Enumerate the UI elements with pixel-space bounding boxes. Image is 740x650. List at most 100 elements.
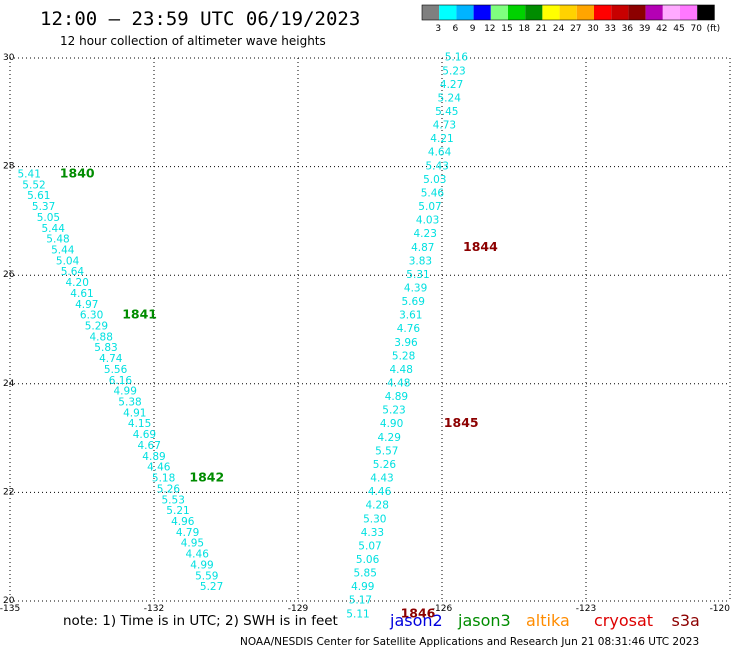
satellite-cryosat: cryosat bbox=[594, 611, 653, 630]
scale-label: 33 bbox=[604, 24, 615, 34]
pass-time-label: 1842 bbox=[189, 470, 224, 485]
scale-label: 36 bbox=[622, 24, 634, 34]
credit-text: NOAA/NESDIS Center for Satellite Applica… bbox=[240, 636, 699, 648]
wave-height-value: 5.26 bbox=[157, 483, 181, 495]
wave-height-value: 5.85 bbox=[354, 568, 377, 580]
wave-height-value: 4.46 bbox=[186, 549, 210, 561]
wave-height-value: 4.90 bbox=[380, 418, 403, 430]
pass-time-label: 1846 bbox=[401, 605, 436, 620]
grid-lines bbox=[9, 57, 731, 602]
wave-height-value: 5.45 bbox=[435, 106, 458, 118]
pass-time-label: 1841 bbox=[122, 307, 157, 322]
wave-height-value: 4.96 bbox=[171, 516, 195, 528]
wave-height-value: 4.74 bbox=[99, 353, 123, 365]
scale-swatch bbox=[559, 5, 577, 20]
x-axis-ticks: -135 -132 -129 -126 -123 -120 bbox=[0, 604, 730, 614]
wave-height-value: 6.30 bbox=[80, 310, 103, 322]
wave-height-value: 3.61 bbox=[399, 310, 422, 322]
scale-label: 18 bbox=[518, 24, 530, 34]
wave-height-value: 4.61 bbox=[70, 288, 93, 300]
pass-time-label: 1840 bbox=[60, 165, 95, 180]
wave-height-value: 4.88 bbox=[90, 331, 113, 343]
scale-swatch bbox=[662, 5, 680, 20]
wave-height-value: 5.23 bbox=[382, 405, 405, 417]
chart-title: 12:00 – 23:59 UTC 06/19/2023 bbox=[40, 8, 360, 30]
wave-height-value: 4.29 bbox=[378, 432, 401, 444]
wave-height-value: 4.67 bbox=[138, 440, 161, 452]
wave-height-value: 5.05 bbox=[37, 212, 60, 224]
wave-height-value: 5.61 bbox=[27, 190, 50, 202]
wave-height-value: 4.39 bbox=[404, 282, 427, 294]
scale-swatch bbox=[508, 5, 526, 20]
scale-swatch bbox=[542, 5, 560, 20]
x-tick-label: -120 bbox=[710, 604, 731, 614]
wave-height-value: 5.41 bbox=[18, 168, 41, 180]
scale-border bbox=[421, 4, 715, 21]
wave-height-value: 5.18 bbox=[152, 473, 175, 485]
wave-height-value: 4.99 bbox=[114, 386, 137, 398]
wave-height-value: 5.26 bbox=[373, 459, 397, 471]
x-tick-label: -132 bbox=[144, 604, 164, 614]
wave-height-value: 4.97 bbox=[75, 299, 98, 311]
wave-height-value: 5.11 bbox=[346, 608, 369, 620]
wave-height-value: 5.31 bbox=[406, 269, 429, 281]
pass-time-label: 1845 bbox=[444, 415, 479, 430]
y-tick-label: 28 bbox=[3, 162, 15, 172]
plot-frame bbox=[10, 58, 730, 601]
wave-height-value: 4.89 bbox=[142, 451, 165, 463]
scale-label: 15 bbox=[501, 24, 512, 34]
wave-height-value: 4.03 bbox=[416, 215, 439, 227]
scale-swatch bbox=[525, 5, 543, 20]
wave-height-value: 5.53 bbox=[162, 494, 185, 506]
y-tick-label: 30 bbox=[3, 53, 15, 63]
wave-height-value: 4.48 bbox=[390, 364, 413, 376]
scale-label: 39 bbox=[639, 24, 651, 34]
wave-height-value: 4.89 bbox=[385, 391, 408, 403]
wave-height-value: 3.83 bbox=[409, 255, 432, 267]
wave-height-value: 5.29 bbox=[85, 321, 108, 333]
wave-height-value: 5.07 bbox=[358, 540, 381, 552]
wave-height-value: 4.95 bbox=[181, 538, 204, 550]
wave-height-value: 5.43 bbox=[426, 160, 449, 172]
scale-label: 9 bbox=[470, 24, 476, 34]
wave-height-value: 4.46 bbox=[147, 462, 171, 474]
wave-height-value: 5.17 bbox=[349, 595, 372, 607]
wave-height-value: 5.38 bbox=[118, 397, 141, 409]
scale-swatch bbox=[680, 5, 698, 20]
satellite-legend: jason2 jason3 altika cryosat s3a bbox=[389, 611, 700, 630]
scale-label: 30 bbox=[587, 24, 599, 34]
wave-height-value: 4.28 bbox=[366, 500, 389, 512]
x-tick-label: -126 bbox=[432, 604, 453, 614]
wave-height-value: 5.04 bbox=[56, 255, 80, 267]
scale-swatch bbox=[576, 5, 594, 20]
wave-height-value: 4.48 bbox=[387, 378, 410, 390]
scale-swatch bbox=[422, 5, 440, 20]
scale-swatch bbox=[439, 5, 457, 20]
scale-label: 45 bbox=[673, 24, 684, 34]
wave-height-value: 5.16 bbox=[445, 52, 469, 64]
wave-height-value: 5.52 bbox=[22, 179, 45, 191]
pass-time-label: 1844 bbox=[463, 239, 498, 254]
scale-label: 70 bbox=[690, 24, 702, 34]
scale-label: (ft) bbox=[707, 24, 721, 34]
wave-height-value: 5.07 bbox=[418, 201, 441, 213]
scale-swatch bbox=[697, 5, 715, 20]
wave-height-value: 5.57 bbox=[375, 445, 398, 457]
scale-swatch bbox=[594, 5, 612, 20]
wave-height-value: 5.44 bbox=[51, 244, 75, 256]
wave-height-value: 4.43 bbox=[370, 473, 393, 485]
y-tick-label: 26 bbox=[3, 270, 15, 280]
satellite-jason2: jason2 bbox=[389, 611, 443, 630]
y-tick-label: 22 bbox=[3, 487, 14, 497]
scale-swatch bbox=[611, 5, 629, 20]
scale-swatch bbox=[490, 5, 508, 20]
wave-height-value: 5.48 bbox=[46, 234, 69, 246]
wave-height-value: 4.33 bbox=[361, 527, 384, 539]
wave-height-value: 5.44 bbox=[42, 223, 66, 235]
satellite-jason3: jason3 bbox=[457, 611, 511, 630]
satellite-s3a: s3a bbox=[672, 611, 700, 630]
x-tick-label: -123 bbox=[576, 604, 596, 614]
time-labels: 1840 1841 1842 1844 1845 1846 bbox=[60, 165, 498, 620]
wave-height-value: 5.03 bbox=[423, 174, 446, 186]
